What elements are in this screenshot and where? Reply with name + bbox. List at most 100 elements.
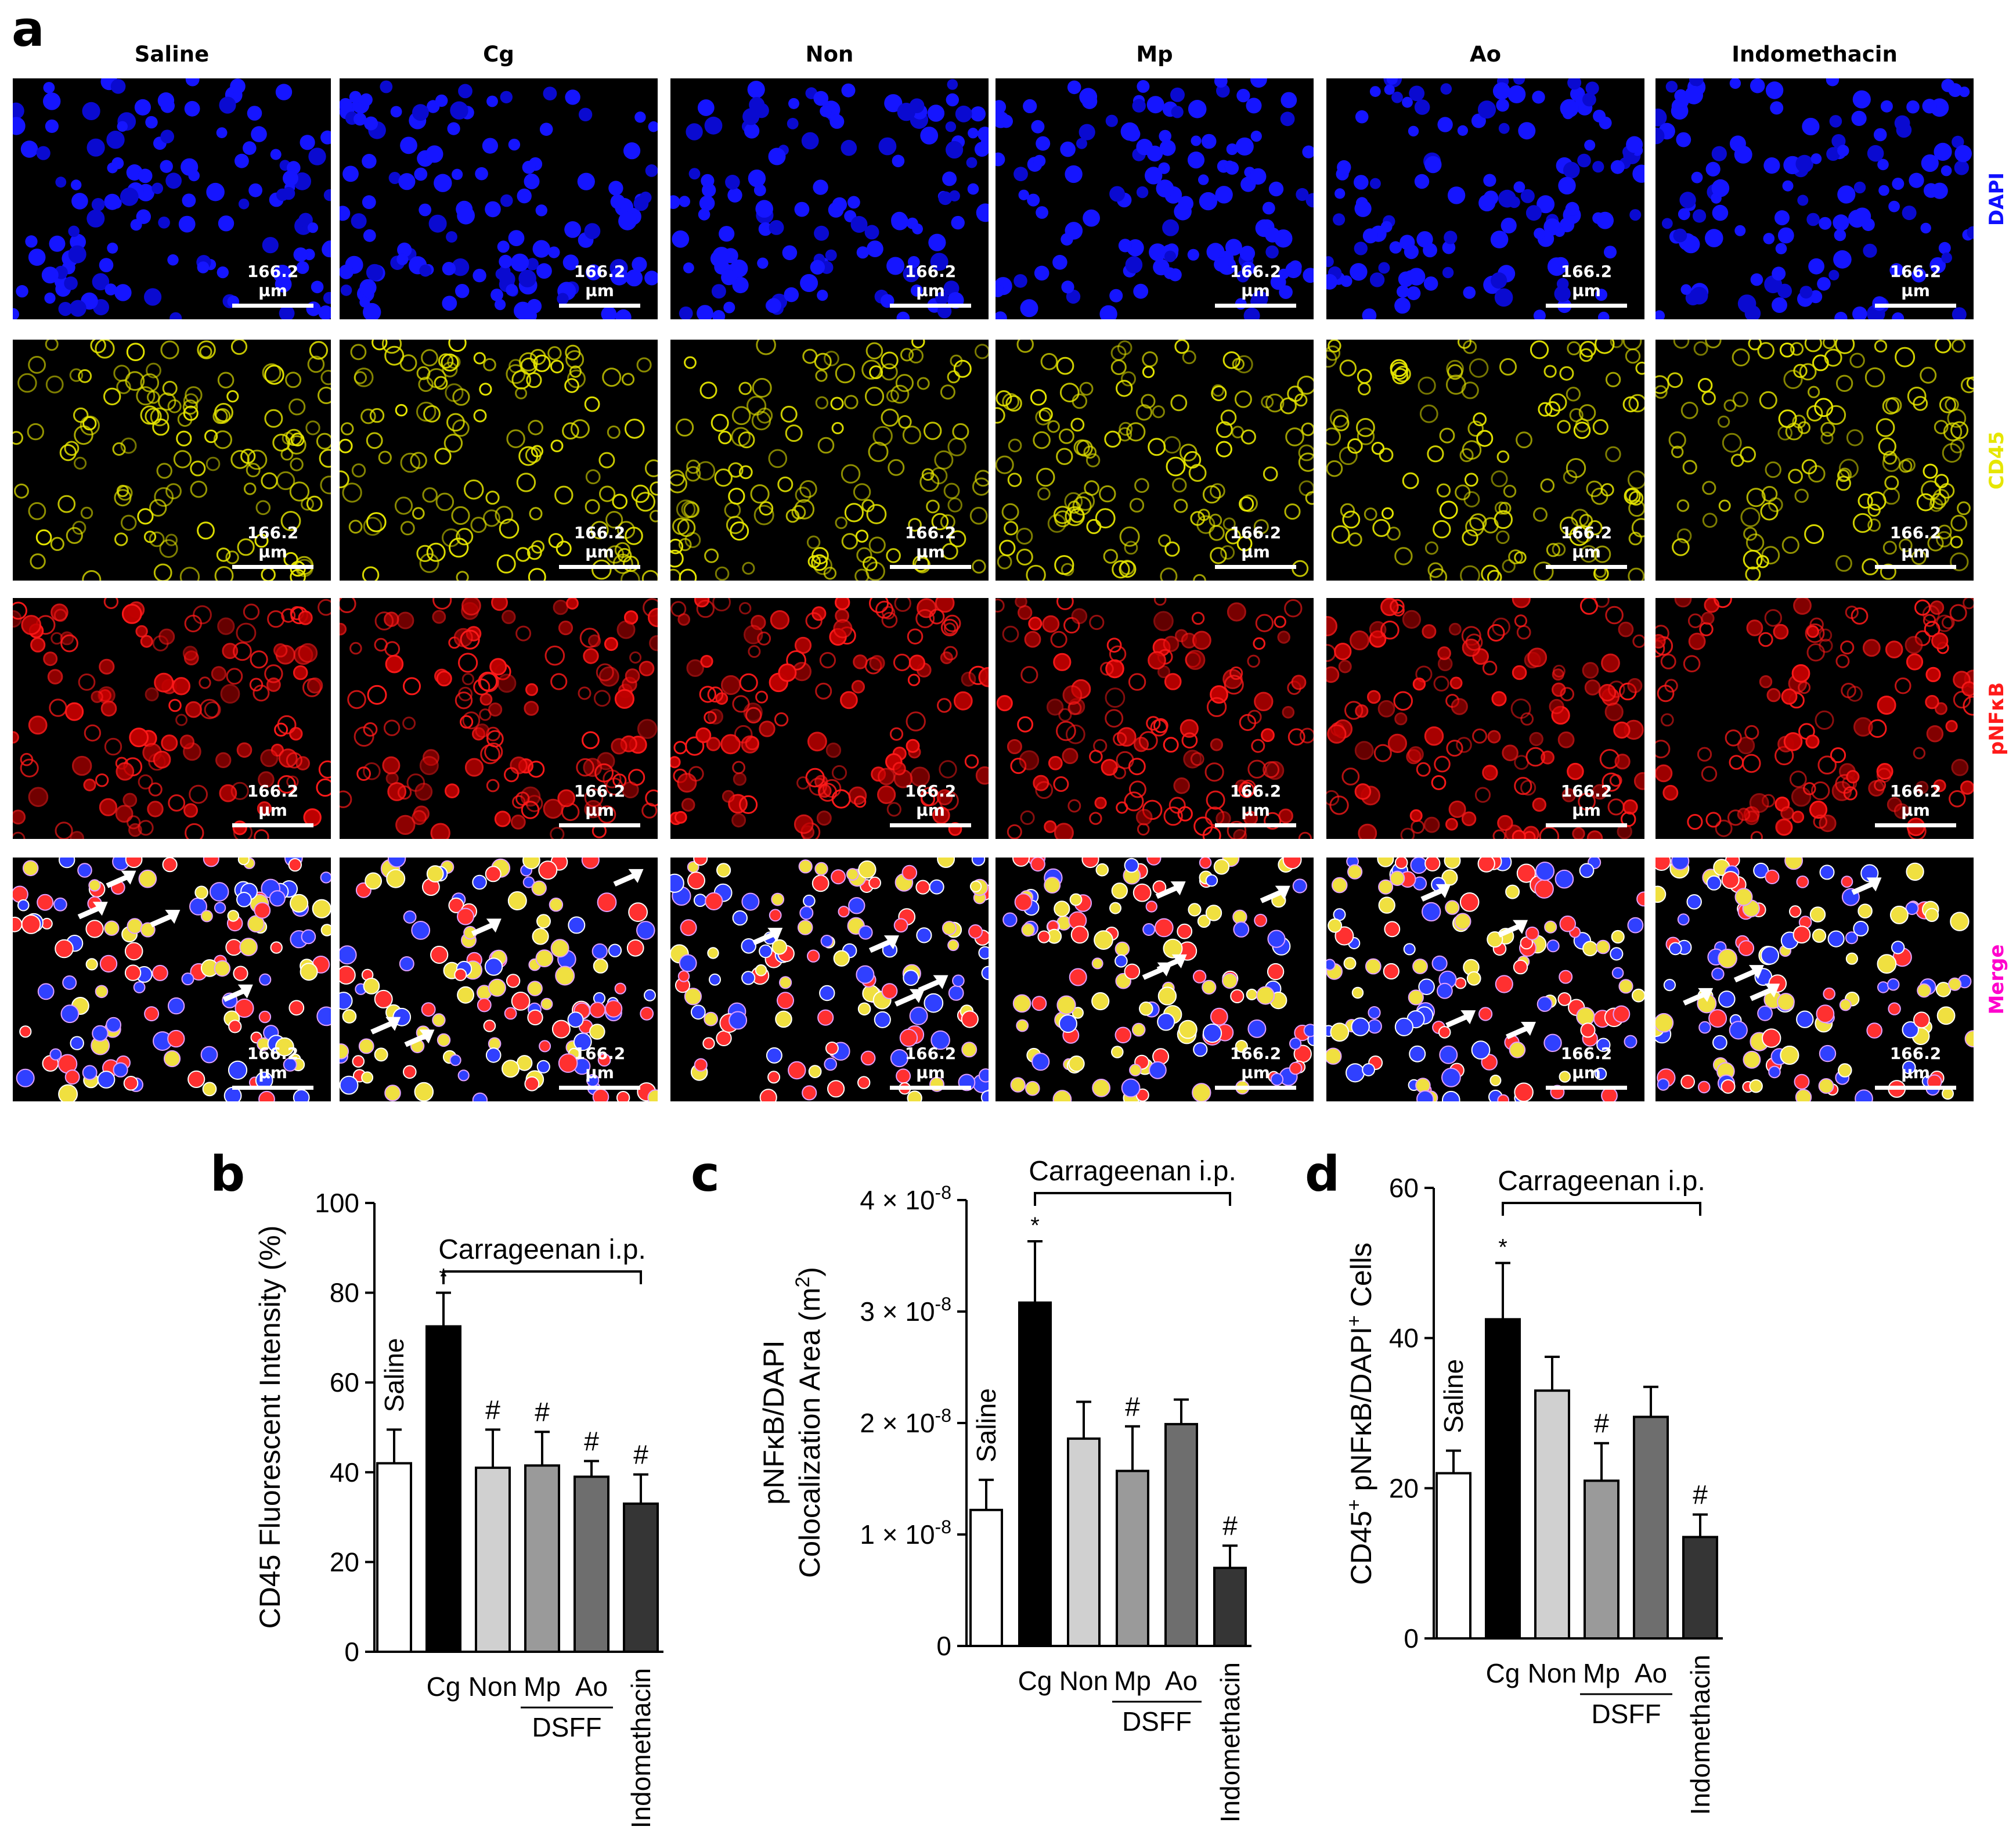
cell <box>92 273 110 291</box>
cell <box>700 655 713 668</box>
cell <box>435 492 455 511</box>
cell <box>49 235 66 252</box>
cell <box>797 920 813 935</box>
cell <box>281 608 296 623</box>
cell <box>340 422 354 435</box>
cell <box>695 461 716 481</box>
cell <box>1797 194 1809 206</box>
cell <box>1303 268 1314 283</box>
cell <box>823 779 842 798</box>
cell <box>694 1058 708 1072</box>
cell <box>1298 444 1314 462</box>
cell <box>1894 115 1910 131</box>
cell <box>442 296 457 311</box>
cell <box>412 104 429 121</box>
cell <box>1789 770 1807 788</box>
cell <box>45 340 59 351</box>
cell <box>1067 799 1081 813</box>
cell <box>1478 1007 1493 1021</box>
scale-bar-label: 166.2 μm <box>1889 781 1942 820</box>
cell <box>1188 464 1207 482</box>
scale-bar: 166.2 μm <box>890 523 971 569</box>
cell <box>525 446 542 463</box>
cell <box>258 771 275 788</box>
cell <box>1833 214 1849 231</box>
cell <box>1496 530 1510 544</box>
cell <box>288 1000 305 1016</box>
cell <box>1950 912 1970 931</box>
cell <box>1015 598 1027 608</box>
cell <box>856 246 869 259</box>
cell <box>419 264 432 277</box>
cell <box>1572 827 1585 839</box>
cell <box>1017 716 1033 733</box>
cell <box>88 879 101 892</box>
micrograph-merge-ao: 166.2 μm <box>1326 858 1644 1101</box>
cell <box>138 869 157 888</box>
cell <box>1056 721 1076 741</box>
cell <box>1081 858 1099 869</box>
cell <box>475 723 490 738</box>
cell <box>1284 599 1303 618</box>
cell <box>144 288 162 306</box>
cell <box>1479 195 1491 207</box>
cell <box>1530 340 1549 359</box>
cell <box>1369 178 1381 189</box>
cell <box>267 610 285 628</box>
cell <box>473 678 490 696</box>
cell <box>1927 535 1944 552</box>
cell <box>1054 900 1070 917</box>
cell <box>840 691 858 709</box>
cell <box>233 966 248 981</box>
cell <box>1501 217 1517 234</box>
significance-mark: * <box>1498 1234 1507 1260</box>
cell <box>306 495 323 512</box>
cell <box>908 348 924 363</box>
cell <box>236 742 253 758</box>
cell <box>179 567 200 581</box>
cell <box>1188 100 1207 118</box>
cell <box>1584 139 1596 151</box>
cell <box>443 434 463 453</box>
y-axis-label: CD45 Fluorescent Intensity (%) <box>254 1226 286 1629</box>
cell <box>786 650 807 671</box>
cell <box>780 405 798 423</box>
cell <box>1333 213 1346 226</box>
cell <box>249 678 264 691</box>
cell <box>1718 949 1737 968</box>
cell <box>461 673 474 686</box>
cell <box>722 790 735 803</box>
cell <box>1158 162 1170 174</box>
cell <box>1905 636 1923 654</box>
cell <box>562 254 579 271</box>
cell <box>1527 647 1548 668</box>
cell <box>1089 812 1102 825</box>
cell <box>342 165 359 182</box>
cell <box>1459 892 1480 912</box>
cell <box>1529 732 1543 747</box>
cell <box>86 209 105 228</box>
scale-bar-line <box>1546 823 1627 827</box>
cell <box>1960 780 1974 795</box>
cell <box>1012 994 1031 1013</box>
cell <box>1065 165 1083 183</box>
cell <box>1354 741 1374 761</box>
cell <box>1499 358 1517 376</box>
cell <box>91 198 105 211</box>
cell <box>1198 174 1209 185</box>
cell <box>1422 624 1437 639</box>
cell <box>1437 646 1451 660</box>
cell <box>14 483 29 499</box>
cell <box>778 663 797 682</box>
cell <box>1594 1067 1607 1080</box>
cell <box>217 266 229 279</box>
cell <box>1403 943 1416 956</box>
cell <box>1236 536 1253 552</box>
cell <box>1909 172 1924 188</box>
cell <box>747 81 765 99</box>
cell <box>858 925 873 940</box>
cell <box>199 676 211 689</box>
cell <box>978 1068 989 1083</box>
cell <box>881 606 896 620</box>
cell <box>1070 417 1085 432</box>
